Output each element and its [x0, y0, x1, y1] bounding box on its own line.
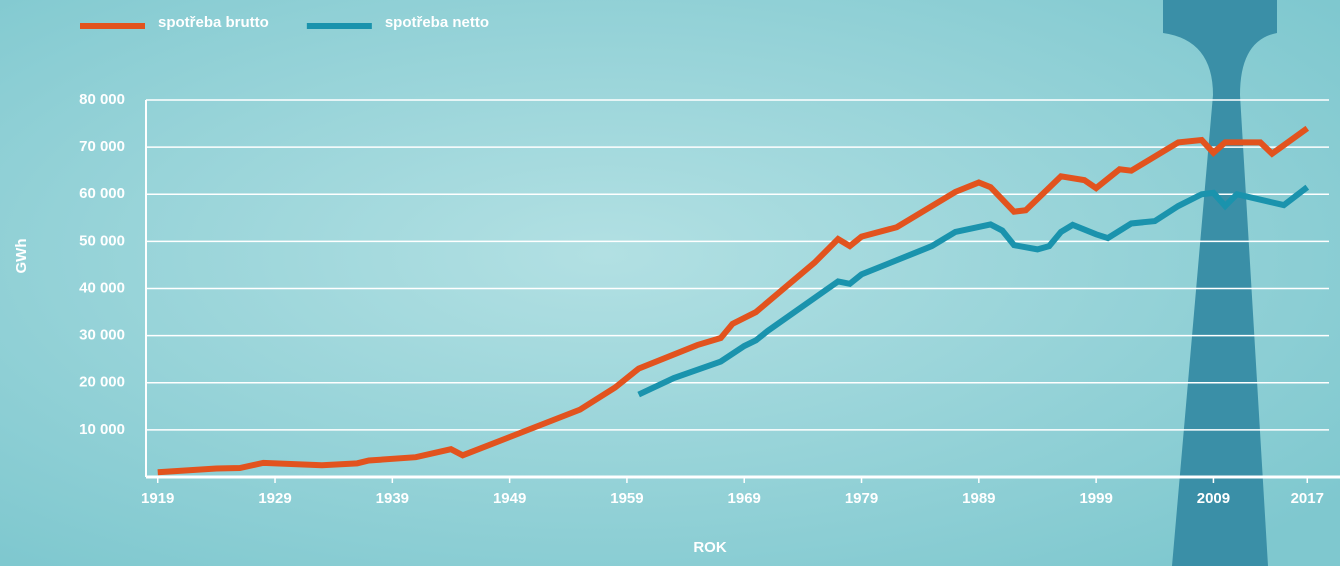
chart: GWh ROK 10 000 20 000 30 000 40 000 50 000 60…	[0, 0, 1340, 566]
y-tick-label: 70 000	[79, 138, 125, 155]
y-tick-label: 30 000	[79, 327, 125, 344]
x-tick-label: 2009	[1197, 490, 1230, 507]
x-tick-label: 1939	[376, 490, 409, 507]
x-tick-label: 1919	[141, 490, 174, 507]
legend-label: spotřeba brutto	[158, 14, 269, 31]
y-axis-label: GWh	[13, 239, 30, 274]
x-tick-label: 1929	[258, 490, 291, 507]
y-tick-label: 40 000	[79, 279, 125, 296]
x-tick-label: 1959	[610, 490, 643, 507]
x-tick-label: 1989	[962, 490, 995, 507]
y-tick-label: 20 000	[79, 374, 125, 391]
x-tick-label: 2017	[1291, 490, 1324, 507]
y-tick-label: 80 000	[79, 91, 125, 108]
y-tick-label: 60 000	[79, 185, 125, 202]
x-tick-label: 1969	[728, 490, 761, 507]
y-tick-label: 50 000	[79, 232, 125, 249]
x-tick-label: 1999	[1079, 490, 1112, 507]
y-tick-label: 10 000	[79, 421, 125, 438]
legend-label: spotřeba netto	[385, 14, 489, 31]
x-axis-label: ROK	[693, 539, 727, 556]
x-tick-label: 1949	[493, 490, 526, 507]
background	[0, 0, 1340, 566]
x-tick-label: 1979	[845, 490, 878, 507]
